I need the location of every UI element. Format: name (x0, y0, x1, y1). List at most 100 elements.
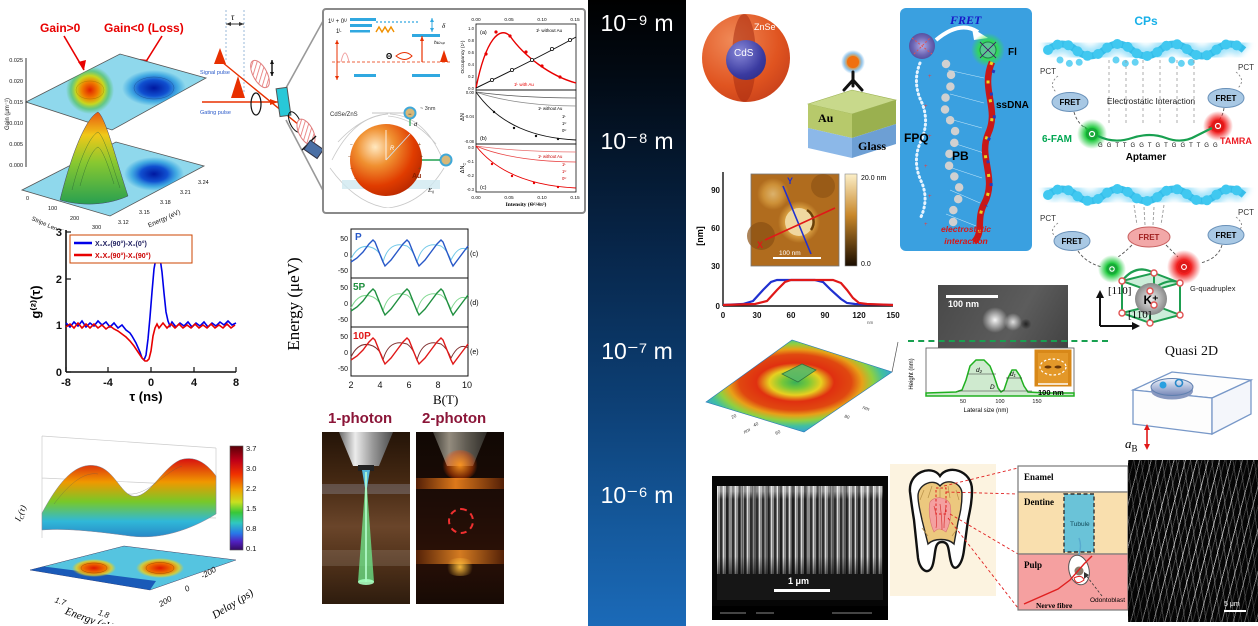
svg-text:-0.08: -0.08 (464, 139, 474, 144)
svg-text:20: 20 (730, 413, 737, 420)
svg-text:0: 0 (26, 196, 29, 202)
dentine-detail-panel: Enamel Dentine Pulp Tubule Nerve fibre O… (1017, 465, 1129, 611)
linecut-dashed-line (908, 340, 1108, 342)
sem-scalebar-label: 100 nm (948, 299, 980, 309)
svg-text:-50: -50 (338, 366, 348, 373)
svg-text:+: + (928, 194, 932, 200)
svg-text:-50: -50 (338, 317, 348, 324)
svg-text:0ᵁ: 0ᵁ (562, 128, 566, 133)
svg-text:10: 10 (462, 380, 472, 390)
svg-text:0.005: 0.005 (9, 142, 23, 148)
afm-ylabel: [nm] (695, 226, 705, 246)
svg-text:3.7: 3.7 (246, 444, 256, 453)
energy-xlabel: B(T) (433, 392, 458, 407)
ic-xtick: 1.8 (97, 608, 111, 620)
svg-text:50: 50 (340, 285, 348, 292)
g2-xticks: -8 -4 0 4 8 (61, 377, 239, 389)
tooth-diagram: Enamel Dentine Pulp Tubule Nerve fibre O… (888, 458, 1132, 622)
d-label: d (414, 122, 418, 128)
svg-text:0.00: 0.00 (466, 90, 475, 95)
svg-text:+: + (420, 154, 423, 160)
dn-ylabel: ΔN (460, 113, 466, 121)
d2-label: d₂ (976, 367, 983, 374)
focus-circle-icon (448, 508, 474, 534)
svg-text:2: 2 (56, 274, 62, 286)
svg-text:0: 0 (344, 301, 348, 308)
svg-text:1.5: 1.5 (246, 504, 256, 513)
svg-text:0.15: 0.15 (570, 17, 580, 23)
core-label: CdS (734, 48, 754, 59)
bohr-radius-label: aB (1125, 436, 1138, 454)
right-arrow-icon (1132, 322, 1140, 330)
lens-icon (250, 92, 262, 116)
afm-colorbar (844, 173, 858, 267)
qd-plasmon-inset: 1ᵁ + 0ᵁ 1ᴸ δ ħωₛₚ Θ + + + + − − − − R r Au −… (322, 8, 586, 214)
g2-legend-2: X₁X₂(90°)-X₁(90°) (95, 252, 151, 260)
occupancy-graphs: 0.00 0.05 0.10 0.15 0.00 0.05 0.10 0.15 Inte… (460, 17, 580, 208)
crystal-icon (275, 86, 292, 118)
nerve-fibre-line (1023, 555, 1093, 605)
svg-text:+: + (418, 166, 421, 172)
panel-b: (b) (480, 136, 487, 142)
svg-text:1: 1 (56, 320, 62, 332)
svg-text:150: 150 (1032, 399, 1041, 405)
electrostatic-interaction-label: Electrostatic Interaction (1107, 96, 1196, 106)
svg-text:90: 90 (821, 311, 830, 320)
svg-text:300: 300 (92, 225, 101, 230)
svg-text:0.010: 0.010 (9, 121, 23, 127)
two-photon-image (416, 432, 504, 604)
fl-label: Fl (1008, 47, 1017, 58)
energy-xticks: 2 4 6 8 10 (348, 380, 472, 390)
svg-text:0: 0 (56, 367, 62, 379)
svg-text:0.15: 0.15 (570, 195, 580, 201)
svg-text:-0.3: -0.3 (467, 187, 475, 192)
aptamer-label: Aptamer (1126, 152, 1167, 162)
svg-text:0.0: 0.0 (468, 145, 474, 150)
g2-correlation-plot: 3 2 1 0 -8 -4 0 4 8 g⁽²⁾(τ) τ (ns) X₁X₂(90°)-… (28, 222, 243, 404)
scale-100nm: 10⁻⁷ m (601, 338, 673, 364)
scale-1nm: 10⁻⁹ m (600, 10, 674, 36)
svg-text:+: + (418, 142, 421, 148)
fret-label: FRET (949, 13, 982, 27)
gain-3d-plot: Gain>0 Gain<0 (Loss) 0.025 0.020 0.015 0.0… (2, 2, 210, 230)
one-photon-title: 1-photon (328, 410, 393, 427)
core-shell-qd: ZnSe CdS (702, 14, 794, 106)
svg-text:−: − (354, 176, 357, 182)
scale-10nm: 10⁻⁸ m (600, 128, 674, 154)
svg-text:90: 90 (711, 186, 720, 195)
pb-label: PB (952, 149, 969, 163)
svg-text:0.00: 0.00 (471, 195, 481, 201)
fret-right-ellipse (1207, 88, 1245, 108)
ic-xtick: 1.7 (54, 595, 68, 607)
svg-text:30: 30 (753, 311, 762, 320)
panel-5P: 5P (353, 282, 366, 293)
au-label: Au (412, 173, 421, 180)
svg-text:0ᵁ: 0ᵁ (562, 176, 566, 181)
svg-text:0: 0 (721, 311, 726, 320)
afm-xunit: nm (867, 320, 874, 325)
fret-left-ellipse (1051, 92, 1089, 112)
signal-pulse-label: Signal pulse (200, 70, 230, 76)
quantum-dot-icon (439, 153, 453, 167)
gating-pulse-icon (231, 76, 245, 98)
sem-image: 100 nm (938, 285, 1068, 348)
pb-beads (940, 59, 964, 237)
svg-text:0.020: 0.020 (9, 79, 23, 85)
svg-text:+: + (414, 176, 417, 182)
afm-scale-max: 20.0 nm (861, 175, 886, 182)
fret-right-ellipse (1207, 225, 1245, 245)
svg-text:6: 6 (406, 380, 411, 390)
scale-1um: 10⁻⁶ m (600, 482, 674, 508)
ssdna-label: ssDNA (996, 100, 1029, 111)
cds-core (726, 40, 766, 80)
fpq-label: FPQ (904, 131, 929, 145)
svg-text:+: + (924, 222, 928, 228)
detector-icon (303, 139, 325, 160)
gain-neg-label: Gain<0 (Loss) (104, 21, 184, 35)
g2-ylabel: g⁽²⁾(τ) (28, 285, 43, 318)
ic-3d-plot: IC(τ) 1.7 1.8 Energy (eV) -200 0 200 Del… (2, 418, 258, 624)
svg-text:0.025: 0.025 (9, 58, 23, 64)
svg-text:40: 40 (752, 421, 759, 428)
svg-text:0.10: 0.10 (537, 195, 547, 201)
polymer-chain (915, 61, 927, 221)
